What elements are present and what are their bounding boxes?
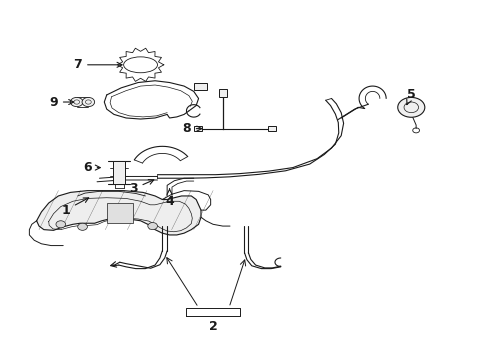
Text: 8: 8 — [182, 122, 202, 135]
Text: 4: 4 — [165, 189, 174, 208]
FancyBboxPatch shape — [267, 126, 276, 131]
Circle shape — [147, 222, 157, 230]
Text: 7: 7 — [73, 58, 122, 71]
Text: 3: 3 — [129, 180, 154, 195]
FancyBboxPatch shape — [193, 126, 202, 131]
Text: 2: 2 — [208, 320, 217, 333]
FancyBboxPatch shape — [193, 82, 207, 90]
Circle shape — [397, 98, 424, 117]
FancyBboxPatch shape — [113, 161, 125, 184]
Circle shape — [56, 221, 65, 228]
Circle shape — [82, 98, 95, 107]
FancyBboxPatch shape — [219, 89, 226, 98]
Circle shape — [70, 98, 83, 107]
Text: 6: 6 — [83, 161, 100, 174]
FancyBboxPatch shape — [106, 203, 133, 222]
Text: 5: 5 — [406, 89, 415, 105]
Polygon shape — [37, 191, 201, 235]
Circle shape — [78, 223, 87, 230]
Text: 9: 9 — [49, 95, 74, 108]
Text: 1: 1 — [61, 198, 88, 217]
